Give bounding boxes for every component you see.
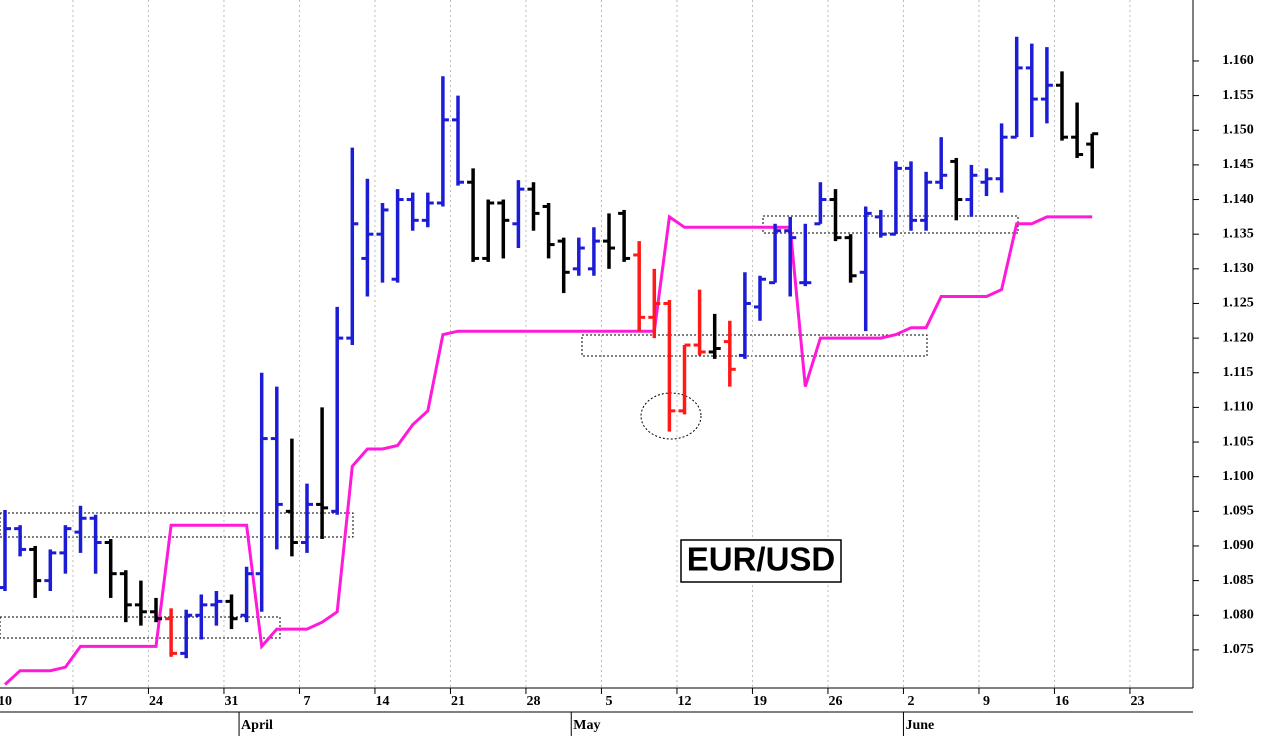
- title-box: [680, 539, 842, 583]
- ohlc-bars: [0, 36, 1099, 659]
- y-tick-label: 1.095: [1222, 504, 1254, 519]
- y-tick-label: 1.160: [1222, 53, 1254, 68]
- y-tick-label: 1.145: [1222, 157, 1254, 172]
- y-tick-label: 1.125: [1222, 296, 1254, 311]
- x-tick-label: 7: [304, 694, 311, 709]
- x-tick-label: 26: [829, 694, 843, 709]
- y-tick-label: 1.085: [1222, 573, 1254, 588]
- chart-title: EUR/USD: [687, 541, 836, 578]
- x-tick-label: 10: [0, 694, 12, 709]
- x-tick-label: 2: [908, 694, 915, 709]
- x-tick-label: 21: [451, 694, 465, 709]
- x-tick-label: 28: [527, 694, 541, 709]
- y-tick-label: 1.140: [1222, 192, 1254, 207]
- y-tick-label: 1.115: [1223, 365, 1254, 380]
- y-tick-label: 1.150: [1222, 122, 1254, 137]
- y-tick-label: 1.110: [1223, 400, 1254, 415]
- range-box: [0, 512, 354, 538]
- month-label: April: [241, 718, 273, 733]
- x-tick-label: 16: [1055, 694, 1069, 709]
- y-tick-label: 1.130: [1222, 261, 1254, 276]
- x-tick-label: 17: [74, 694, 88, 709]
- x-tick-label: 24: [149, 694, 163, 709]
- y-tick-label: 1.105: [1222, 434, 1254, 449]
- month-label: June: [905, 718, 934, 733]
- y-tick-label: 1.080: [1222, 607, 1254, 622]
- y-tick-label: 1.090: [1222, 538, 1254, 553]
- x-tick-label: 9: [983, 694, 990, 709]
- x-tick-label: 23: [1131, 694, 1145, 709]
- y-tick-label: 1.135: [1222, 226, 1254, 241]
- range-box: [581, 334, 928, 357]
- month-label: May: [573, 718, 600, 733]
- y-tick-label: 1.155: [1222, 88, 1254, 103]
- y-tick-label: 1.100: [1222, 469, 1254, 484]
- x-tick-label: 5: [606, 694, 613, 709]
- x-tick-label: 19: [753, 694, 767, 709]
- y-tick-label: 1.075: [1222, 642, 1254, 657]
- x-tick-label: 31: [225, 694, 239, 709]
- y-tick-label: 1.120: [1222, 330, 1254, 345]
- x-tick-label: 12: [678, 694, 692, 709]
- indicator-line: [3, 214, 1093, 686]
- x-tick-label: 14: [376, 694, 390, 709]
